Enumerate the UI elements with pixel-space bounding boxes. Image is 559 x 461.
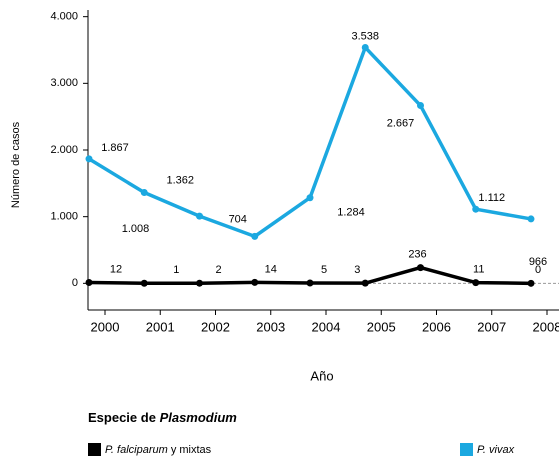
x-tick-label: 2008	[533, 319, 559, 334]
x-tick-label: 2005	[367, 319, 396, 334]
data-label: 1.867	[101, 142, 129, 154]
legend-label-italic: P. falciparum	[105, 444, 168, 456]
point	[527, 279, 535, 287]
x-tick-label: 2004	[312, 319, 341, 334]
point	[251, 232, 259, 240]
y-tick-label: 0	[72, 277, 78, 289]
data-label: 1.362	[166, 174, 194, 186]
data-label: 3.538	[351, 30, 379, 42]
legend-swatch	[88, 443, 101, 456]
legend-label: P. falciparum y mixtas	[105, 444, 212, 456]
point	[527, 215, 535, 223]
x-tick-label: 2007	[477, 319, 506, 334]
data-label: 0	[535, 264, 541, 276]
data-label: 12	[110, 263, 122, 275]
legend-label-italic: P. vivax	[477, 444, 515, 456]
y-axis-label: Número de casos	[10, 121, 22, 208]
point	[196, 212, 203, 220]
x-tick-label: 2006	[422, 319, 451, 334]
x-tick-label: 2003	[256, 319, 285, 334]
point	[361, 279, 369, 287]
point	[417, 264, 424, 272]
point	[85, 155, 93, 163]
point	[85, 279, 93, 287]
legend-title-italic: Plasmodium	[160, 410, 238, 425]
point	[306, 194, 314, 202]
data-label: 966	[529, 256, 547, 268]
data-label: 5	[321, 264, 327, 276]
legend-swatch	[460, 443, 473, 456]
legend-title: Especie de Plasmodium	[88, 410, 237, 425]
data-label: 236	[408, 249, 426, 261]
y-tick-label: 4.000	[50, 11, 78, 23]
legend-label-rest: y mixtas	[168, 444, 212, 456]
series-line	[88, 45, 532, 239]
data-label: 2	[215, 264, 221, 276]
point	[361, 43, 369, 51]
point	[417, 102, 424, 110]
legend-label: P. vivax	[477, 444, 515, 456]
y-tick-label: 2.000	[50, 144, 78, 156]
x-tick-label: 2000	[91, 319, 120, 334]
data-label: 2.667	[387, 117, 415, 129]
x-tick-label: 2001	[146, 319, 175, 334]
data-label: 704	[229, 213, 247, 225]
x-axis-label: Año	[310, 368, 333, 383]
legend-title-text: Especie de	[88, 410, 156, 425]
point	[140, 189, 148, 197]
data-label: 14	[265, 263, 277, 275]
data-label: 1.112	[478, 192, 505, 204]
data-label: 11	[473, 264, 484, 276]
data-label: 1.008	[122, 223, 150, 235]
point	[472, 279, 480, 287]
data-label: 1	[173, 264, 179, 276]
point	[196, 279, 203, 287]
point	[472, 205, 480, 213]
data-label: 1.284	[337, 207, 365, 219]
x-tick-label: 2002	[201, 319, 230, 334]
point	[306, 279, 314, 287]
y-tick-label: 1.000	[50, 211, 78, 223]
point	[140, 279, 148, 287]
point	[251, 278, 259, 286]
data-label: 3	[354, 264, 360, 276]
y-tick-label: 3.000	[50, 77, 78, 89]
